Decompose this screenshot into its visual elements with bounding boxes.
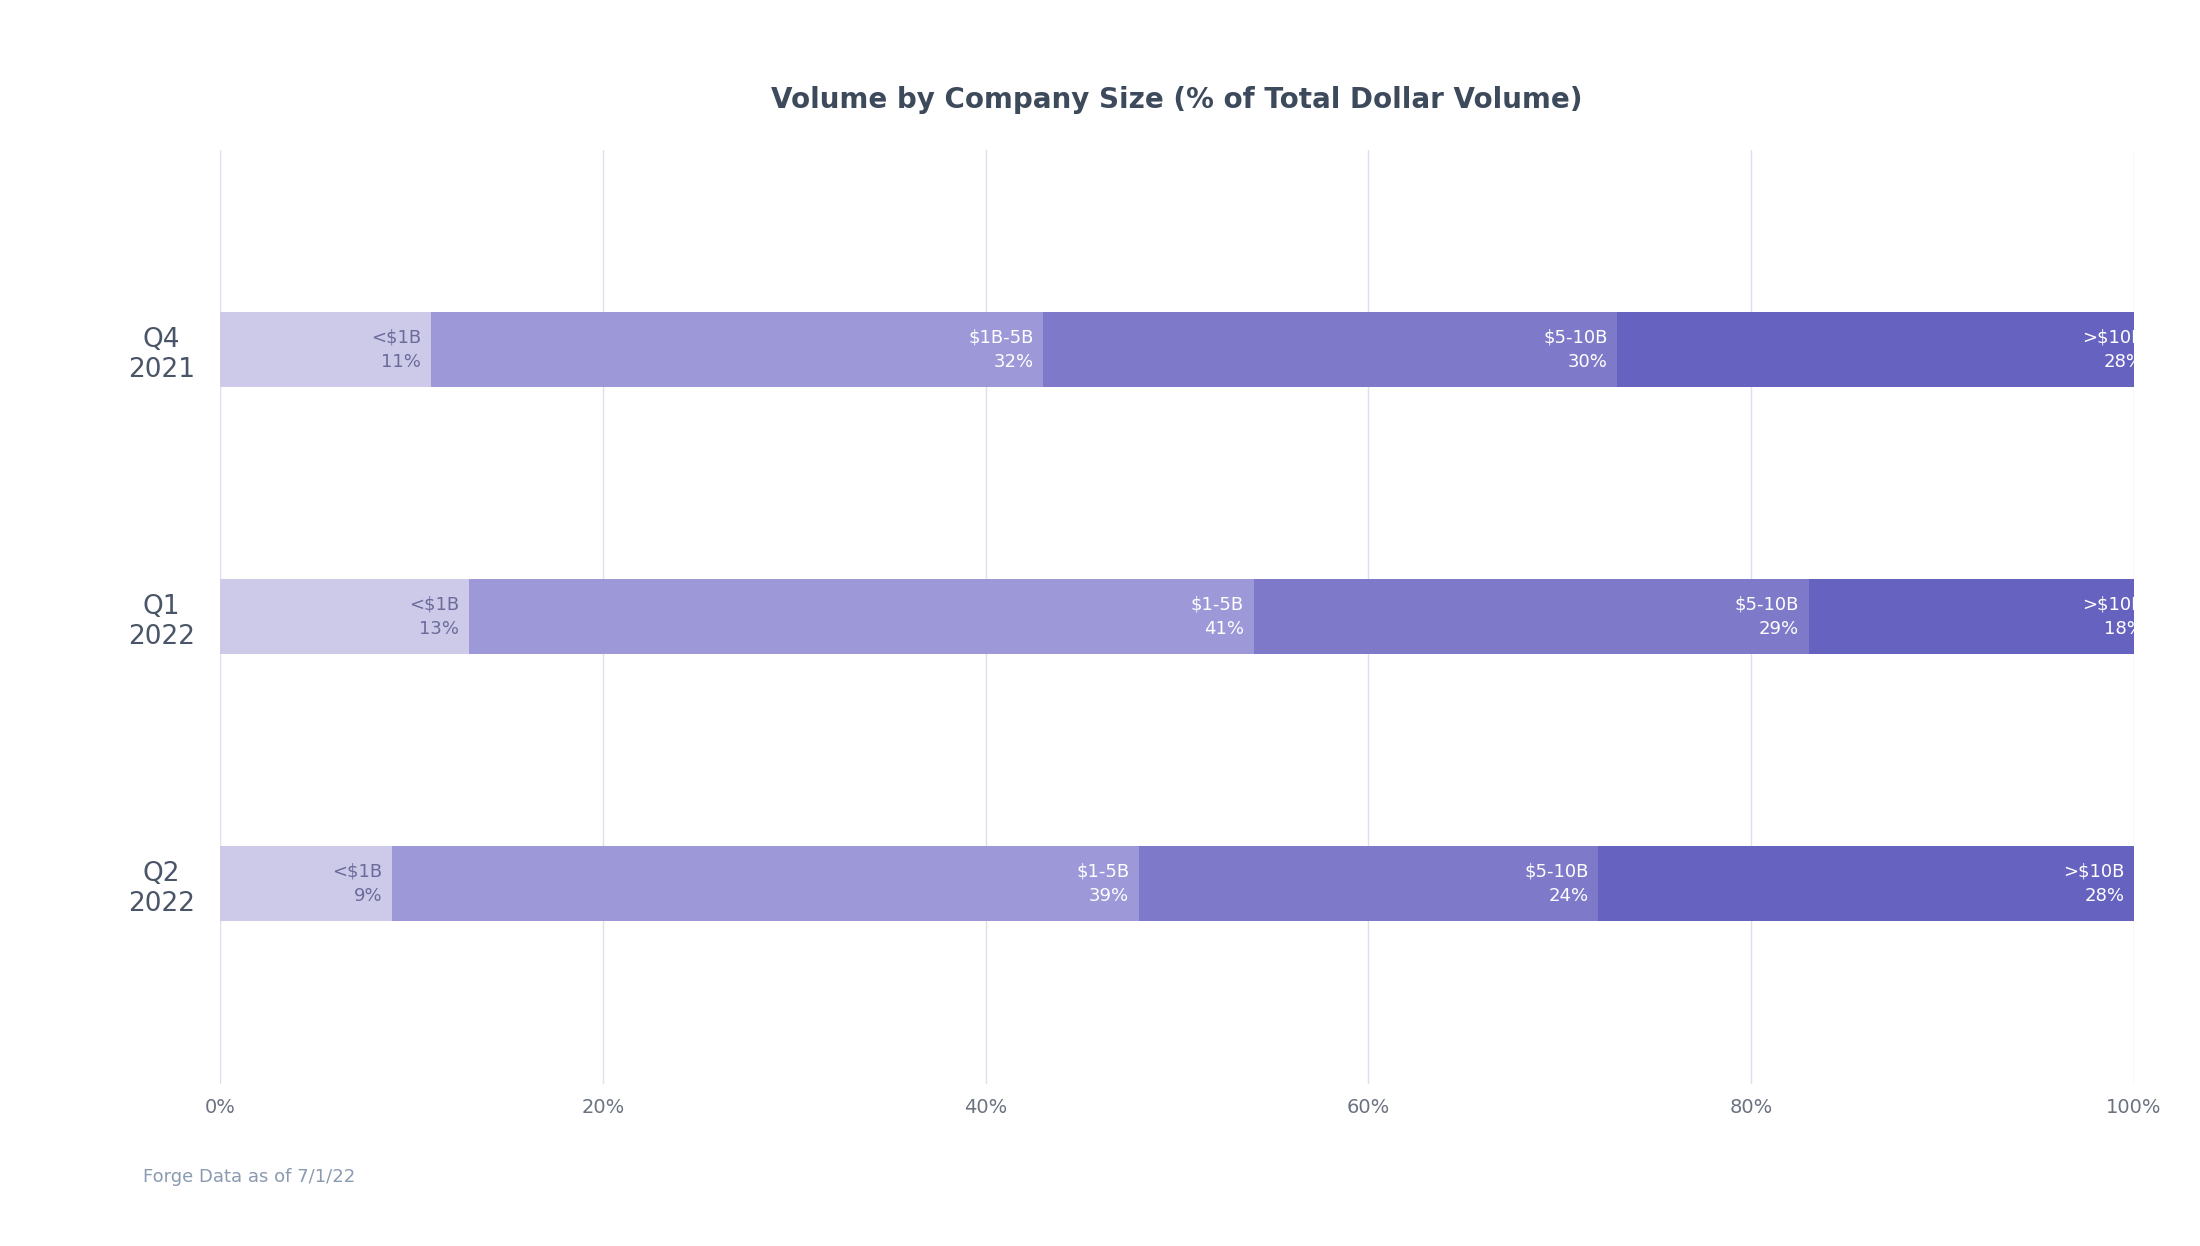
Text: 39%: 39% (1089, 887, 1129, 905)
Bar (1043, 313, 1617, 388)
Text: 28%: 28% (2083, 887, 2125, 905)
Text: 28%: 28% (2103, 353, 2143, 371)
Bar (392, 846, 1140, 921)
Text: 29%: 29% (1760, 619, 1800, 638)
Text: $1-5B: $1-5B (1076, 862, 1129, 881)
Bar (220, 579, 469, 654)
Text: $5-10B: $5-10B (1734, 596, 1800, 614)
Bar (469, 579, 1254, 654)
Text: 9%: 9% (354, 887, 383, 905)
Bar (1254, 579, 1808, 654)
Text: 13%: 13% (420, 619, 460, 638)
Text: >$10B: >$10B (2081, 596, 2143, 614)
Title: Volume by Company Size (% of Total Dollar Volume): Volume by Company Size (% of Total Dolla… (772, 86, 1582, 113)
Text: $1-5B: $1-5B (1190, 596, 1243, 614)
Text: Forge Data as of 7/1/22: Forge Data as of 7/1/22 (143, 1169, 354, 1186)
Text: >$10B: >$10B (2064, 862, 2125, 881)
Text: $1B-5B: $1B-5B (968, 329, 1034, 346)
Text: $5-10B: $5-10B (1525, 862, 1588, 881)
Text: <$1B: <$1B (332, 862, 383, 881)
Text: 24%: 24% (1549, 887, 1588, 905)
Text: 32%: 32% (994, 353, 1034, 371)
Text: 18%: 18% (2103, 619, 2143, 638)
Bar (1140, 846, 1597, 921)
Text: <$1B: <$1B (372, 329, 420, 346)
Text: 41%: 41% (1203, 619, 1243, 638)
Bar (220, 846, 392, 921)
Bar (220, 313, 431, 388)
Bar (1808, 579, 2154, 654)
Text: <$1B: <$1B (409, 596, 460, 614)
Bar (1617, 313, 2154, 388)
Text: $5-10B: $5-10B (1542, 329, 1608, 346)
Bar (431, 313, 1043, 388)
Text: 30%: 30% (1569, 353, 1608, 371)
Text: 11%: 11% (381, 353, 420, 371)
Bar (1597, 846, 2134, 921)
Text: >$10B: >$10B (2081, 329, 2143, 346)
